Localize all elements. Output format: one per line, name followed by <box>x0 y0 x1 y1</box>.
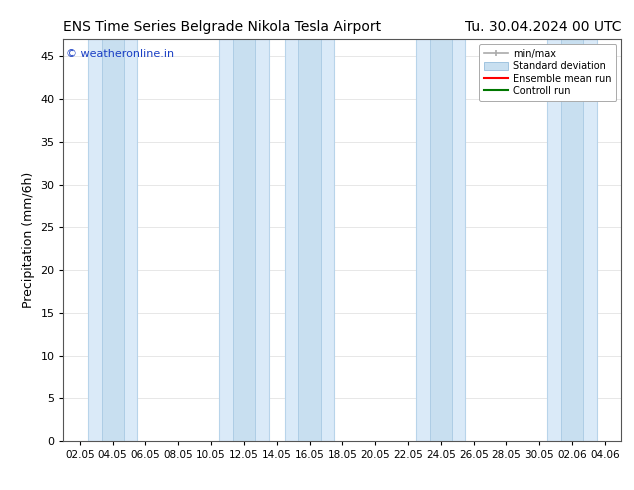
Y-axis label: Precipitation (mm/6h): Precipitation (mm/6h) <box>22 172 35 308</box>
Bar <box>88 39 137 441</box>
Text: ENS Time Series Belgrade Nikola Tesla Airport: ENS Time Series Belgrade Nikola Tesla Ai… <box>63 20 382 34</box>
Bar <box>430 39 452 441</box>
Bar <box>233 39 255 441</box>
Text: Tu. 30.04.2024 00 UTC: Tu. 30.04.2024 00 UTC <box>465 20 621 34</box>
Bar <box>285 39 334 441</box>
Bar <box>299 39 321 441</box>
Bar <box>101 39 124 441</box>
Bar <box>561 39 583 441</box>
Bar <box>416 39 465 441</box>
Bar <box>548 39 597 441</box>
Bar <box>219 39 269 441</box>
Text: © weatheronline.in: © weatheronline.in <box>66 49 174 59</box>
Legend: min/max, Standard deviation, Ensemble mean run, Controll run: min/max, Standard deviation, Ensemble me… <box>479 44 616 101</box>
